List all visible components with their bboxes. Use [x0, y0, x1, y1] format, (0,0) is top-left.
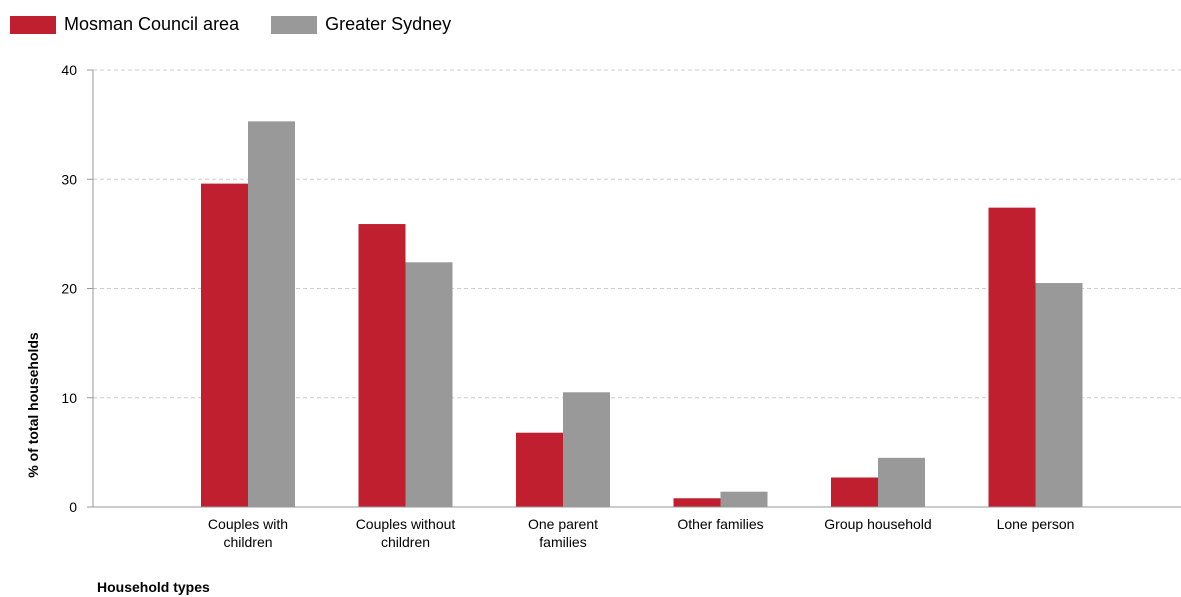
y-tick-label-10: 10: [61, 390, 77, 406]
x-axis-title: Household types: [97, 579, 210, 595]
x-tick-label-one-parent-families: One parent families: [528, 516, 598, 550]
y-tick-label-20: 20: [61, 281, 77, 297]
bar-greater-sydney-couples-with-children: [248, 121, 295, 507]
bar-greater-sydney-other-families: [720, 491, 768, 507]
x-tick-label-group-household: Group household: [824, 516, 931, 532]
y-tick-label-30: 30: [61, 171, 77, 187]
y-tick-label-0: 0: [69, 499, 77, 515]
legend-label-mosman: Mosman Council area: [64, 14, 240, 34]
y-axis-title: % of total households: [25, 332, 41, 478]
bar-mosman-council-area-group-household: [831, 477, 878, 507]
legend-label-greater-sydney: Greater Sydney: [325, 14, 452, 34]
x-tick-label-lone-person: Lone person: [997, 516, 1075, 532]
x-tick-label-other-families: Other families: [677, 516, 763, 532]
bar-greater-sydney-one-parent-families: [563, 392, 610, 507]
legend-swatch-greater-sydney: [271, 15, 318, 34]
legend-item-mosman: Mosman Council area: [10, 14, 239, 35]
axes: 0 10 20 30 40 Couples with children Couples wit…: [61, 62, 1181, 550]
bar-mosman-council-area-couples-with-children: [201, 183, 248, 507]
bar-greater-sydney-couples-without-children: [405, 262, 453, 507]
legend: Mosman Council area Greater Sydney: [10, 14, 483, 35]
bar-mosman-council-area-lone-person: [988, 207, 1036, 507]
bar-mosman-council-area-one-parent-families: [516, 432, 563, 507]
bar-greater-sydney-group-household: [878, 457, 925, 507]
legend-item-greater-sydney: Greater Sydney: [271, 14, 451, 35]
y-tick-label-40: 40: [61, 62, 77, 78]
bars: [201, 121, 1083, 508]
bar-mosman-council-area-couples-without-children: [358, 224, 406, 508]
bar-mosman-council-area-other-families: [673, 498, 721, 507]
bar-greater-sydney-lone-person: [1035, 283, 1083, 507]
legend-swatch-mosman: [10, 15, 56, 34]
x-tick-label-couples-without-children: Couples without children: [356, 516, 456, 550]
x-tick-label-couples-with-children: Couples with children: [208, 516, 288, 550]
